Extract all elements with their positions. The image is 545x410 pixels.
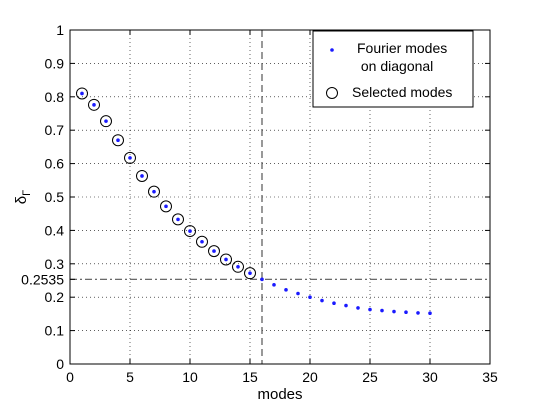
y-tick-label: 1 [56, 22, 64, 38]
fourier-mode-point [344, 303, 348, 308]
svg-text:δΓ: δΓ [13, 190, 33, 204]
fourier-mode-point [260, 277, 264, 282]
y-tick-label: 0.2 [45, 289, 65, 305]
fourier-mode-point [80, 91, 84, 96]
y-tick-label: 0.1 [45, 323, 65, 339]
fourier-mode-point [308, 295, 312, 300]
legend: Fourier modes on diagonal Selected modes [312, 30, 474, 108]
x-tick-label: 30 [422, 369, 438, 385]
selected-mode-circle [172, 213, 184, 226]
selected-mode-circle [112, 134, 124, 147]
fourier-mode-point [296, 291, 300, 296]
selected-mode-circle [88, 98, 100, 111]
x-tick-label: 10 [182, 369, 198, 385]
fourier-mode-point [164, 204, 168, 209]
x-tick-label: 25 [362, 369, 378, 385]
x-tick-label: 0 [66, 369, 74, 385]
fourier-mode-point [284, 288, 288, 292]
selected-mode-circle [244, 267, 256, 280]
selected-mode-circle [208, 245, 220, 258]
x-ticks: 0 5 10 15 20 25 30 35 [66, 30, 498, 385]
fourier-mode-point [92, 103, 96, 107]
selected-mode-circle [76, 87, 88, 100]
y-tick-label: 0.8 [45, 89, 65, 105]
selected-mode-circle [220, 253, 232, 266]
y-axis-title-sub: Γ [21, 190, 33, 196]
selected-mode-circle [136, 169, 148, 182]
fourier-mode-point [176, 217, 180, 222]
fourier-mode-point [272, 283, 276, 287]
y-tick-label: 0.3 [45, 256, 65, 272]
selected-mode-circle [196, 235, 208, 248]
x-tick-label: 15 [242, 369, 258, 385]
y-ticks: 0 0.1 0.2 0.3 0.4 0.5 0.6 0.7 0.8 0.9 1 0.2535 [21, 22, 490, 372]
legend-box [312, 30, 474, 108]
fourier-mode-point [404, 310, 408, 315]
legend-label-fourier-line2: on diagonal [357, 58, 433, 74]
fourier-mode-point [356, 306, 360, 310]
fourier-modes-series [80, 91, 432, 316]
y-tick-label: 0.6 [45, 156, 65, 172]
selected-mode-circle [124, 151, 136, 164]
x-tick-label: 5 [126, 369, 134, 385]
selected-mode-circle [232, 260, 244, 273]
y-tick-label: 0.7 [45, 122, 65, 138]
x-tick-label: 20 [302, 369, 318, 385]
fourier-mode-point [416, 311, 420, 315]
fourier-mode-point [380, 308, 384, 313]
legend-dot-marker [330, 48, 334, 52]
fourier-mode-point [428, 311, 432, 316]
reference-lines [70, 30, 490, 364]
fourier-mode-point [152, 189, 156, 194]
y-tick-label: 0 [56, 356, 64, 372]
legend-circle-marker [326, 87, 338, 99]
fourier-mode-point [368, 307, 372, 312]
fourier-mode-point [392, 309, 396, 314]
x-tick-label: 35 [482, 369, 498, 385]
fourier-mode-point [116, 138, 120, 143]
fourier-mode-point [188, 229, 192, 233]
y-axis-title: δΓ [13, 190, 33, 204]
fourier-mode-point [200, 239, 204, 244]
legend-label-selected: Selected modes [352, 84, 452, 100]
reference-value-label: 0.2535 [21, 271, 64, 287]
fourier-mode-point [248, 271, 252, 275]
y-axis-title-main: δ [13, 196, 30, 204]
legend-label-fourier-line1: Fourier modes [357, 40, 447, 56]
selected-mode-circle [160, 200, 172, 213]
fourier-mode-point [236, 265, 240, 269]
fourier-mode-point [104, 119, 108, 123]
fourier-mode-point [224, 257, 228, 262]
selected-mode-circle [100, 115, 112, 128]
y-tick-label: 0.4 [45, 222, 65, 238]
selected-mode-circle [148, 185, 160, 198]
fourier-mode-point [320, 298, 324, 303]
y-tick-label: 0.5 [45, 189, 65, 205]
selected-modes-series [76, 87, 256, 280]
selected-mode-circle [184, 225, 196, 238]
fourier-mode-point [212, 249, 216, 253]
fourier-mode-point [332, 301, 336, 306]
y-tick-label: 0.9 [45, 55, 65, 71]
fourier-mode-point [140, 174, 144, 178]
fourier-mode-point [128, 156, 132, 160]
x-axis-title: modes [257, 386, 302, 403]
